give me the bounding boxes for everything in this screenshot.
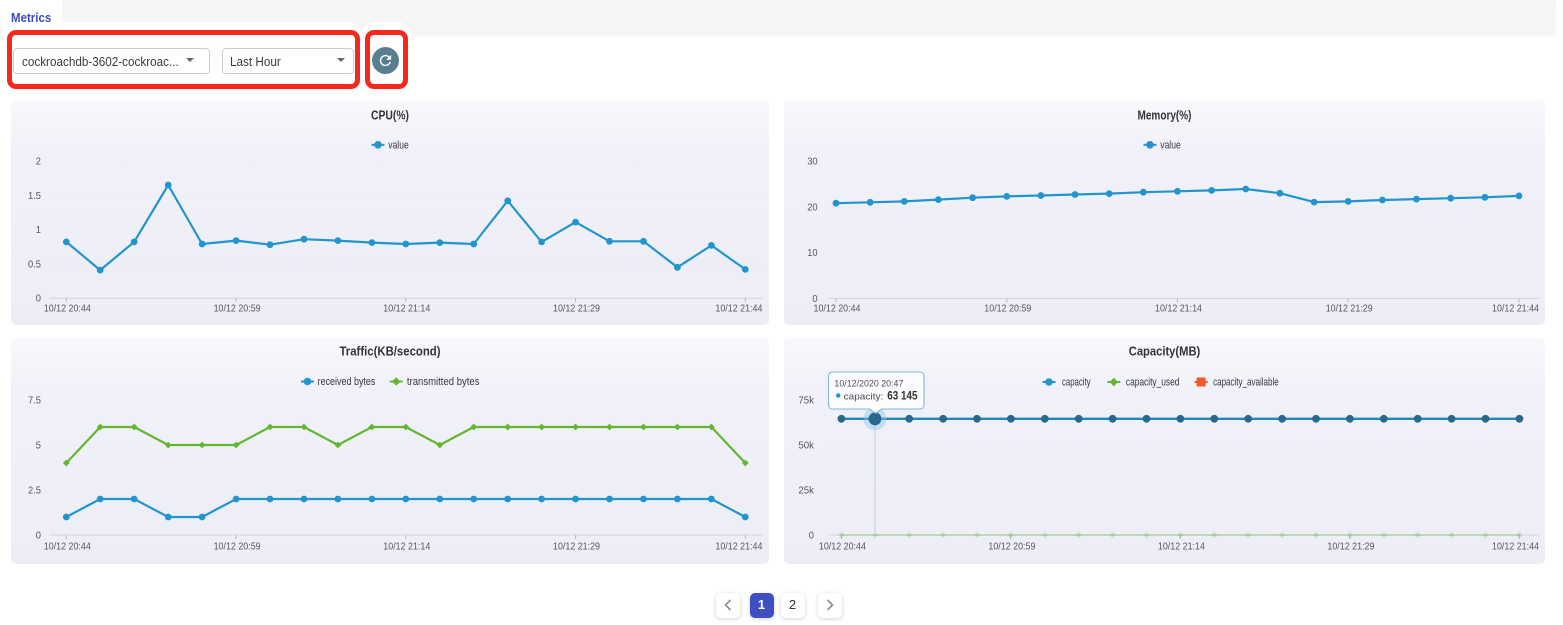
svg-text:10: 10 <box>807 247 818 259</box>
svg-text:2: 2 <box>36 155 41 167</box>
svg-text:10/12 21:14: 10/12 21:14 <box>1158 541 1205 553</box>
svg-text:10/12 20:59: 10/12 20:59 <box>988 541 1035 553</box>
svg-text:10/12 20:59: 10/12 20:59 <box>214 302 261 314</box>
svg-text:capacity_available: capacity_available <box>1213 377 1279 389</box>
svg-text:10/12 20:59: 10/12 20:59 <box>984 302 1031 314</box>
svg-text:0: 0 <box>812 293 817 305</box>
svg-text:20: 20 <box>807 201 818 213</box>
svg-text:capacity_used: capacity_used <box>1126 377 1180 389</box>
svg-text:63 145: 63 145 <box>887 391 918 403</box>
svg-text:75k: 75k <box>798 395 814 407</box>
svg-text:10/12 21:14: 10/12 21:14 <box>383 302 430 314</box>
svg-text:Traffic(KB/second): Traffic(KB/second) <box>340 344 441 358</box>
svg-text:10/12 20:44: 10/12 20:44 <box>44 541 91 553</box>
svg-text:10/12 21:29: 10/12 21:29 <box>1326 302 1373 314</box>
svg-text:5: 5 <box>36 440 41 452</box>
svg-text:10/12 21:14: 10/12 21:14 <box>383 541 430 553</box>
svg-text:0: 0 <box>36 530 41 542</box>
svg-text:30: 30 <box>807 155 818 167</box>
svg-text:1: 1 <box>36 224 41 236</box>
svg-text:10/12 21:29: 10/12 21:29 <box>553 302 600 314</box>
svg-text:received bytes: received bytes <box>318 376 376 388</box>
svg-text:Capacity(MB): Capacity(MB) <box>1129 344 1201 358</box>
svg-text:2.5: 2.5 <box>28 485 41 497</box>
svg-text:50k: 50k <box>798 440 814 452</box>
svg-text:7.5: 7.5 <box>28 395 41 407</box>
svg-text:transmitted bytes: transmitted bytes <box>407 376 480 388</box>
svg-text:10/12 20:44: 10/12 20:44 <box>44 302 91 314</box>
svg-text:10/12 20:44: 10/12 20:44 <box>819 541 866 553</box>
svg-text:0: 0 <box>809 530 814 542</box>
svg-text:1.5: 1.5 <box>28 189 41 201</box>
svg-text:CPU(%): CPU(%) <box>371 108 409 122</box>
svg-text:value: value <box>388 139 408 151</box>
svg-text:10/12 21:29: 10/12 21:29 <box>553 541 600 553</box>
svg-text:10/12 21:14: 10/12 21:14 <box>1155 302 1202 314</box>
svg-text:10/12 20:44: 10/12 20:44 <box>814 302 861 314</box>
svg-text:10/12/2020 20:47: 10/12/2020 20:47 <box>834 379 903 390</box>
svg-text:value: value <box>1160 139 1180 151</box>
svg-text:10/12 20:59: 10/12 20:59 <box>214 541 261 553</box>
svg-text:10/12 21:44: 10/12 21:44 <box>715 541 762 553</box>
svg-text:Memory(%): Memory(%) <box>1138 108 1192 122</box>
svg-text:10/12 21:29: 10/12 21:29 <box>1327 541 1374 553</box>
svg-text:0.5: 0.5 <box>28 258 41 270</box>
svg-text:10/12 21:44: 10/12 21:44 <box>1492 541 1539 553</box>
svg-text:10/12 21:44: 10/12 21:44 <box>715 302 762 314</box>
svg-text:0: 0 <box>36 292 41 304</box>
svg-text:capacity:: capacity: <box>844 392 884 403</box>
svg-text:25k: 25k <box>798 485 814 497</box>
svg-text:capacity: capacity <box>1062 377 1091 389</box>
svg-text:10/12 21:44: 10/12 21:44 <box>1492 302 1539 314</box>
